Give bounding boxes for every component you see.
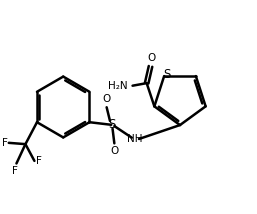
Text: F: F bbox=[12, 166, 18, 176]
Text: F: F bbox=[36, 156, 42, 166]
Text: S: S bbox=[163, 68, 171, 81]
Text: S: S bbox=[108, 118, 115, 131]
Text: H₂N: H₂N bbox=[108, 81, 127, 91]
Text: NH: NH bbox=[127, 134, 142, 144]
Text: O: O bbox=[147, 53, 155, 63]
Text: O: O bbox=[110, 146, 118, 156]
Text: O: O bbox=[103, 94, 111, 104]
Text: F: F bbox=[2, 138, 7, 148]
